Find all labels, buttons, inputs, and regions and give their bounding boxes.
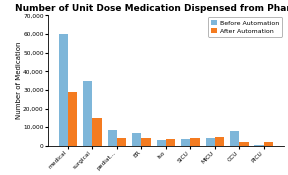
Bar (255, 145, 264, 146)
Bar (83, 81, 92, 146)
Bar (166, 139, 175, 146)
Bar (230, 131, 239, 146)
Bar (157, 140, 166, 146)
Bar (108, 130, 117, 146)
Bar (215, 136, 224, 146)
Bar (206, 138, 215, 146)
Bar (68, 92, 77, 146)
Bar (58, 34, 68, 146)
Title: Number of Unit Dose Medication Dispensed from Pharmacy: Number of Unit Dose Medication Dispensed… (14, 4, 288, 13)
Legend: Before Automation, After Automation: Before Automation, After Automation (208, 17, 282, 37)
Bar (132, 133, 141, 146)
Bar (141, 138, 151, 146)
Bar (264, 142, 273, 146)
Bar (190, 138, 200, 146)
Bar (117, 138, 126, 146)
Bar (239, 142, 249, 146)
Y-axis label: Number of Medication: Number of Medication (16, 42, 22, 119)
Bar (181, 139, 190, 146)
Bar (92, 118, 102, 146)
